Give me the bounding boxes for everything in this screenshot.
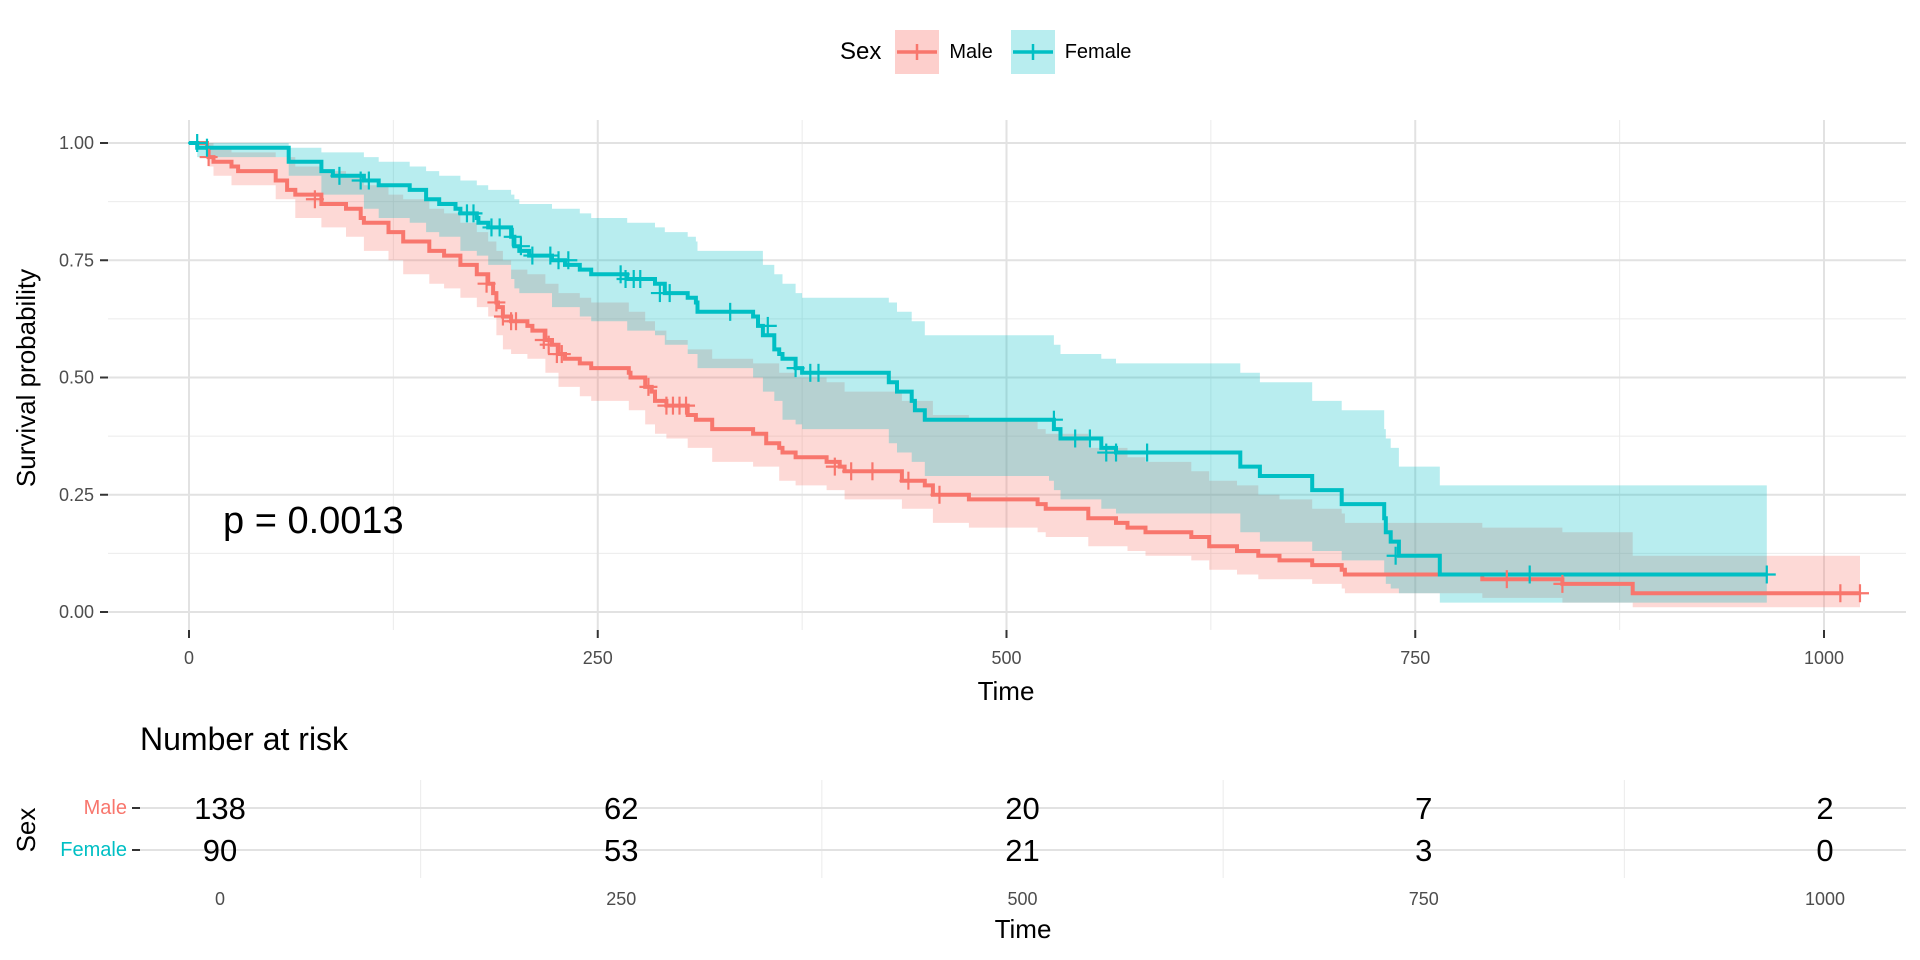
survival-curve-female [189, 141, 1767, 577]
censor-mark-male [199, 148, 218, 167]
risk-cell-female: 53 [604, 833, 638, 868]
censor-mark-male [1831, 584, 1850, 603]
risk-table-title: Number at risk [140, 721, 349, 757]
plot-grid [108, 120, 1906, 630]
censor-mark-female [721, 302, 740, 321]
survival-plot: 0.00 0.25 0.50 0.75 1.00 0 250 500 750 1000 p = 0… [11, 120, 1906, 706]
risk-table-axes: Male Female 0 250 500 750 1000 [60, 797, 1845, 909]
plot-axes: 0.00 0.25 0.50 0.75 1.00 0 250 500 750 1000 [59, 133, 1844, 668]
risk-table-grid [140, 780, 1906, 878]
risk-cell-male: 62 [604, 791, 638, 826]
risk-cell-male: 7 [1415, 791, 1432, 826]
risk-x-tick-label: 750 [1409, 889, 1439, 909]
y-tick-label: 0.00 [59, 602, 94, 622]
risk-x-tick-label: 1000 [1805, 889, 1845, 909]
x-tick-label: 250 [583, 648, 613, 668]
legend-label-male: Male [949, 40, 993, 63]
y-tick-label: 0.75 [59, 250, 94, 270]
censor-mark-male [842, 462, 861, 481]
y-tick-label: 0.50 [59, 368, 94, 388]
risk-cell-female: 90 [203, 833, 237, 868]
risk-cell-male: 20 [1005, 791, 1039, 826]
legend-key-female [1010, 30, 1055, 74]
censor-mark-male [477, 274, 496, 293]
censor-mark-female [541, 246, 560, 265]
legend-title: Sex [840, 38, 882, 65]
risk-cell-female: 21 [1005, 833, 1039, 868]
censor-mark-female [359, 171, 378, 190]
censor-mark-male [677, 396, 696, 415]
y-axis-title: Survival probability [11, 269, 41, 487]
censor-mark-male [1497, 570, 1516, 589]
risk-row-label-female: Female [60, 839, 127, 861]
legend-label-female: Female [1064, 40, 1132, 63]
survival-curve-male [189, 141, 1860, 596]
censor-mark-female [511, 237, 530, 256]
censor-mark-female [490, 218, 509, 237]
censor-mark-male [825, 457, 844, 476]
x-axis-title: Time [978, 676, 1035, 706]
ci-ribbon-male [189, 143, 1860, 608]
x-tick-label: 750 [1400, 648, 1430, 668]
censor-mark-male [487, 293, 506, 312]
risk-cell-male: 138 [194, 791, 246, 826]
risk-x-tick-label: 500 [1007, 889, 1037, 909]
censor-mark-male [493, 307, 512, 326]
censor-mark-male [305, 190, 324, 209]
ci-ribbon-female [189, 143, 1767, 603]
censor-mark-female [1080, 429, 1099, 448]
censor-mark-female [559, 251, 578, 270]
censor-mark-male [552, 345, 571, 364]
risk-x-tick-label: 0 [215, 889, 225, 909]
censor-mark-female [809, 363, 828, 382]
censor-mark-female [188, 134, 207, 152]
censor-mark-male [1850, 584, 1869, 603]
censor-mark-female [786, 359, 805, 378]
censor-mark-male [899, 471, 918, 490]
censor-mark-male [639, 377, 658, 396]
annotation-pvalue: p = 0.0013 [223, 500, 404, 542]
censor-mark-female [523, 246, 542, 265]
censor-mark-male [539, 335, 558, 354]
censor-mark-female [1520, 565, 1539, 584]
risk-table: 138 62 20 7 2 90 53 21 3 0 Male Female 0 250 500 750 10… [11, 721, 1906, 944]
x-tick-label: 1000 [1804, 648, 1844, 668]
censor-mark-female [330, 166, 349, 185]
censor-mark-female [1757, 565, 1776, 584]
censor-mark-female [197, 138, 216, 157]
risk-x-tick-label: 250 [606, 889, 636, 909]
survival-curves [189, 141, 1860, 596]
censor-mark-male [507, 312, 525, 331]
censor-mark-female [758, 316, 777, 335]
risk-cell-female: 0 [1816, 833, 1833, 868]
x-tick-label: 0 [184, 648, 194, 668]
censor-mark-female [503, 227, 522, 246]
censor-mark-female [1386, 546, 1405, 565]
censor-mark-male [1553, 574, 1572, 593]
censor-mark-female [1044, 410, 1063, 429]
y-tick-label: 0.25 [59, 485, 94, 505]
censor-marks [188, 134, 1869, 603]
risk-cell-male: 2 [1816, 791, 1833, 826]
risk-y-axis-title: Sex [11, 808, 41, 853]
confidence-ribbons [189, 143, 1860, 608]
risk-row-label-male: Male [84, 797, 127, 819]
censor-mark-female [1107, 443, 1126, 462]
x-tick-label: 500 [991, 648, 1021, 668]
legend-key-male [895, 30, 940, 74]
censor-mark-female [631, 270, 650, 289]
risk-x-axis-title: Time [995, 914, 1052, 944]
risk-cell-female: 3 [1415, 833, 1432, 868]
censor-mark-male [863, 462, 882, 481]
censor-mark-male [930, 485, 949, 504]
censor-mark-female [464, 204, 483, 223]
y-tick-label: 1.00 [59, 133, 94, 153]
legend: Sex Male Female [840, 30, 1131, 74]
censor-mark-female [1138, 443, 1157, 462]
risk-table-cells: 138 62 20 7 2 90 53 21 3 0 [194, 791, 1833, 868]
censor-mark-female [660, 284, 679, 303]
